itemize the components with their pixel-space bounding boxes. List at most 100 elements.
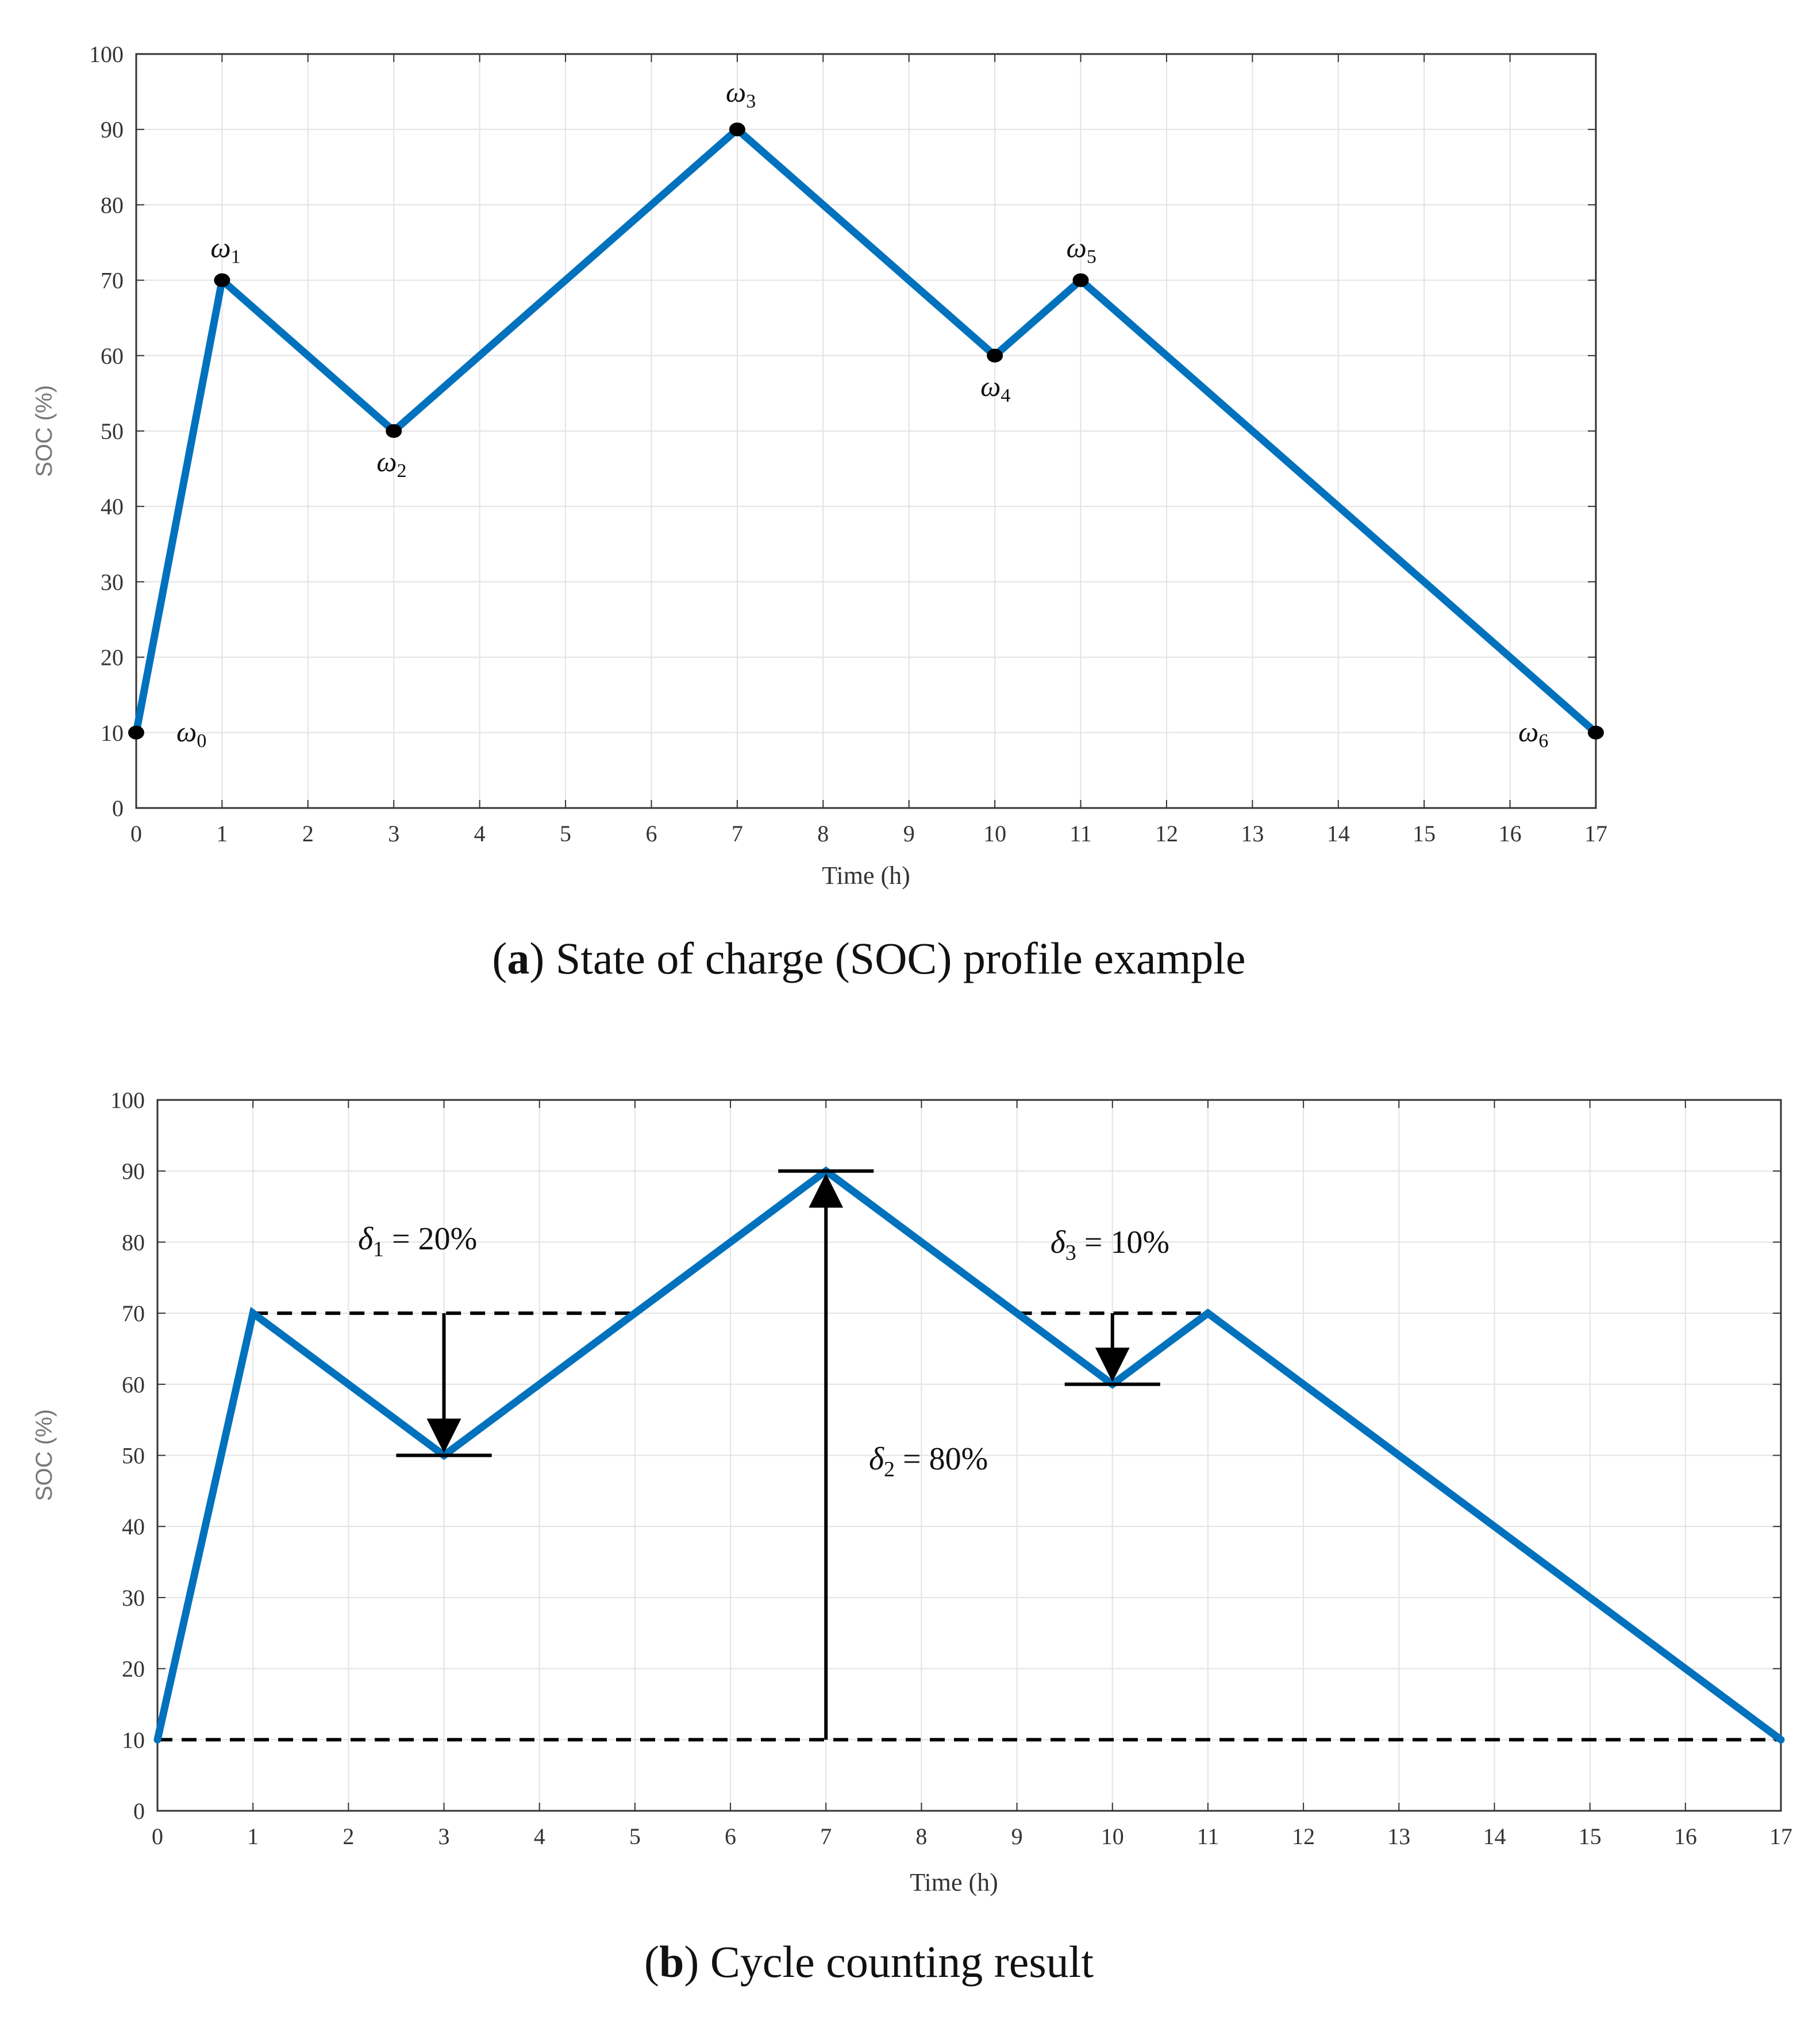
x-tick-label: 17	[1769, 1823, 1792, 1849]
x-tick-label: 15	[1579, 1823, 1602, 1849]
point-labels-a: ω0 ω1 ω2 ω3 ω4 ω5 ω6	[176, 76, 1548, 752]
x-tick-label: 2	[302, 821, 314, 847]
x-tick-label: 2	[343, 1823, 354, 1849]
ticks-b: 0 1 2 3 4 5 6 7 8 9 10 11 12 13 14 15 16 1701020304050607…	[110, 1087, 1792, 1849]
x-tick-label: 15	[1413, 821, 1436, 847]
y-tick-label: 30	[101, 569, 124, 595]
x-tick-label: 3	[438, 1823, 450, 1849]
point-label-subscript: 0	[197, 730, 206, 752]
y-axis-label-b: SOC (%)	[32, 1409, 57, 1501]
point-label-omega-4: ω4	[980, 370, 1010, 406]
plot-frame-b	[156, 1099, 1782, 1812]
point-label-subscript: 3	[746, 91, 756, 112]
soc-point-marker	[386, 424, 402, 438]
point-label-subscript: 1	[231, 247, 241, 268]
x-tick-label: 1	[216, 821, 228, 847]
y-tick-label: 100	[89, 41, 124, 67]
cycle-label-symbol: δ	[358, 1221, 374, 1257]
caption-b-text: Cycle counting result	[699, 1937, 1094, 1987]
y-tick-label: 30	[122, 1585, 145, 1611]
x-tick-label: 8	[817, 821, 829, 847]
panel-a: 0 1 2 3 4 5 6 7 8 9 10 11 12 13 14 15 16 1701020304050607…	[32, 41, 1607, 983]
cycle-label-subscript: 3	[1065, 1241, 1076, 1265]
soc-point-marker	[987, 348, 1003, 363]
caption-a-text: State of charge (SOC) profile example	[544, 933, 1245, 983]
x-tick-label: 17	[1584, 821, 1607, 847]
y-tick-label: 60	[101, 343, 124, 369]
x-tick-label: 13	[1241, 821, 1264, 847]
cycle-label-value: = 20%	[384, 1221, 477, 1257]
point-label-subscript: 6	[1538, 730, 1548, 752]
caption-b: (b) Cycle counting result	[644, 1937, 1094, 1987]
y-tick-label: 10	[122, 1727, 145, 1753]
x-axis-label-b: Time (h)	[910, 1868, 998, 1896]
panel-b: 0 1 2 3 4 5 6 7 8 9 10 11 12 13 14 15 16 1701020304050607…	[32, 1087, 1792, 1987]
y-tick-label: 70	[101, 268, 124, 294]
cycle-label-subscript: 2	[884, 1457, 895, 1482]
y-tick-label: 90	[101, 117, 124, 143]
point-label-omega-1: ω1	[210, 232, 240, 268]
cycle-label-symbol: δ	[1051, 1225, 1066, 1260]
x-tick-label: 11	[1197, 1823, 1219, 1849]
x-tick-label: 3	[388, 821, 399, 847]
x-tick-label: 0	[130, 821, 142, 847]
x-axis-label-a: Time (h)	[822, 861, 910, 890]
x-tick-label: 16	[1499, 821, 1522, 847]
x-tick-label: 4	[534, 1823, 545, 1849]
x-tick-label: 5	[629, 1823, 641, 1849]
point-label-subscript: 2	[397, 460, 407, 482]
y-tick-label: 40	[122, 1514, 145, 1540]
y-axis-label-a: SOC (%)	[32, 385, 57, 477]
x-tick-label: 1	[247, 1823, 259, 1849]
x-tick-label: 12	[1155, 821, 1178, 847]
x-tick-label: 7	[820, 1823, 832, 1849]
point-label-omega-3: ω3	[726, 76, 756, 112]
x-tick-label: 8	[915, 1823, 927, 1849]
x-tick-label: 9	[903, 821, 915, 847]
x-tick-label: 4	[474, 821, 486, 847]
x-tick-label: 7	[732, 821, 743, 847]
y-tick-label: 90	[122, 1159, 145, 1184]
point-label-omega-2: ω2	[376, 445, 406, 482]
soc-point-marker	[128, 725, 144, 740]
caption-a-letter: a	[507, 933, 529, 983]
x-tick-label: 11	[1069, 821, 1092, 847]
y-tick-label: 40	[101, 494, 124, 520]
x-tick-label: 10	[1101, 1823, 1124, 1849]
point-label-omega-5: ω5	[1067, 232, 1096, 268]
soc-point-marker	[1072, 273, 1089, 287]
y-tick-label: 50	[122, 1443, 145, 1469]
y-tick-label: 80	[101, 192, 124, 218]
x-tick-label: 14	[1327, 821, 1350, 847]
cycle-label-value: = 80%	[895, 1441, 988, 1477]
cycle-label-subscript: 1	[373, 1237, 384, 1261]
y-tick-label: 0	[112, 795, 124, 821]
grid-a	[136, 53, 1596, 809]
caption-b-letter: b	[659, 1937, 684, 1987]
y-tick-label: 100	[110, 1087, 145, 1113]
cycle-label-value: = 10%	[1076, 1225, 1169, 1260]
cycle-label-delta-3: δ3 = 10%	[1051, 1225, 1169, 1265]
x-tick-label: 9	[1011, 1823, 1023, 1849]
x-tick-label: 6	[645, 821, 657, 847]
y-tick-label: 20	[122, 1656, 145, 1682]
caption-a: (a) State of charge (SOC) profile exampl…	[492, 933, 1245, 983]
y-tick-label: 60	[122, 1372, 145, 1398]
ticks-a: 0 1 2 3 4 5 6 7 8 9 10 11 12 13 14 15 16 1701020304050607…	[89, 41, 1607, 847]
point-label-omega-0: ω0	[176, 715, 206, 752]
point-label-subscript: 4	[1001, 385, 1010, 406]
y-tick-label: 10	[101, 720, 124, 746]
dashed-lines-b	[157, 1311, 1781, 1742]
x-tick-label: 14	[1483, 1823, 1506, 1849]
x-tick-label: 16	[1674, 1823, 1697, 1849]
x-tick-label: 6	[725, 1823, 736, 1849]
soc-point-marker	[214, 273, 230, 287]
y-tick-label: 50	[101, 418, 124, 444]
cycle-label-symbol: δ	[869, 1441, 884, 1477]
point-label-subscript: 5	[1087, 247, 1096, 268]
point-label-omega-6: ω6	[1518, 715, 1548, 752]
x-tick-label: 13	[1387, 1823, 1410, 1849]
soc-point-marker	[729, 122, 745, 137]
cycle-label-delta-1: δ1 = 20%	[358, 1221, 477, 1261]
